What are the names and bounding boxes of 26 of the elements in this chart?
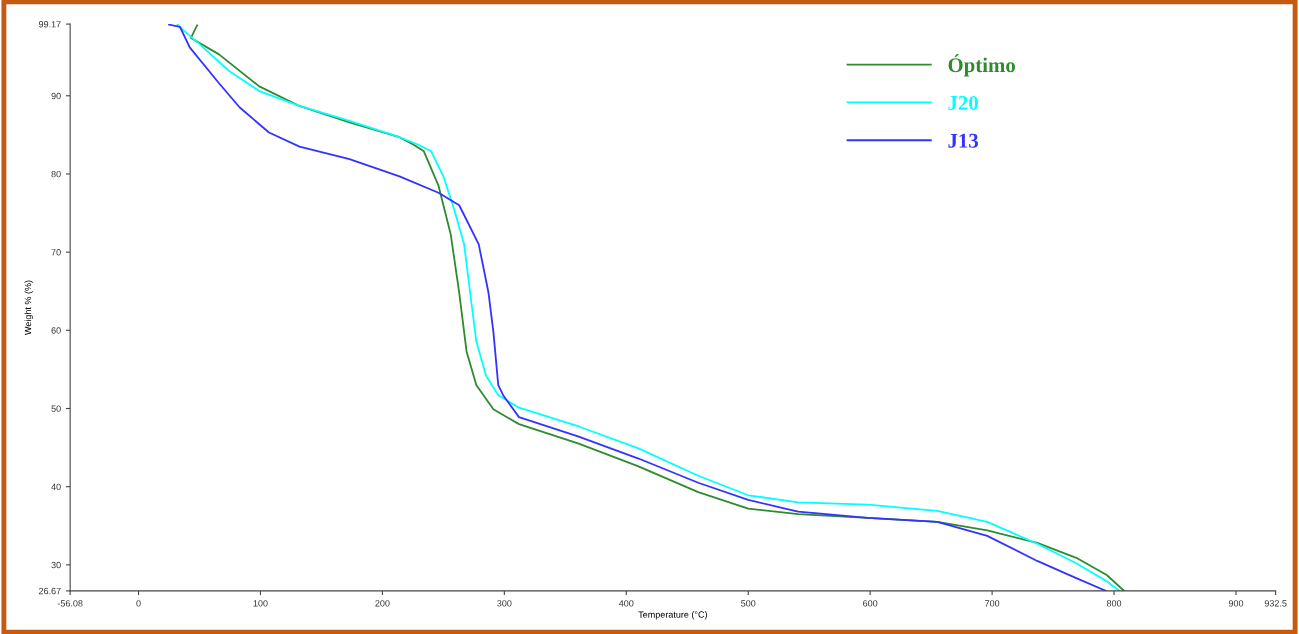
y-tick-label: 80 — [51, 170, 61, 178]
y-tick-label: 99.17 — [38, 21, 61, 28]
x-tick-label: 500 — [741, 600, 756, 607]
y-tick-label: 40 — [51, 483, 61, 491]
x-tick-label: -56.08 — [57, 600, 83, 607]
x-axis-title: Temperature (°C) — [638, 611, 707, 620]
y-axis-title: Weight % (%) — [24, 280, 33, 335]
y-tick-label: 26.67 — [38, 587, 61, 595]
legend-label: J13 — [948, 133, 979, 148]
x-tick-label: 200 — [375, 600, 390, 607]
y-tick-label: 90 — [51, 92, 61, 100]
x-tick-label: 900 — [1228, 600, 1244, 607]
x-tick-label: 800 — [1106, 600, 1122, 607]
x-tick-label: 932.5 — [1264, 600, 1287, 607]
x-tick-label: 300 — [497, 600, 512, 607]
y-tick-label: 50 — [51, 405, 61, 412]
x-tick-label: 400 — [618, 600, 634, 607]
x-tick-label: 0 — [136, 600, 141, 607]
y-tick-label: 60 — [51, 327, 61, 334]
x-tick-label: 600 — [863, 600, 878, 607]
legend-label: Óptimo — [948, 54, 1015, 77]
y-tick-label: 70 — [51, 249, 61, 256]
x-tick-label: 100 — [253, 600, 268, 607]
x-tick-label: 700 — [985, 600, 1000, 607]
legend-label: J20 — [948, 95, 978, 110]
y-tick-label: 30 — [51, 561, 61, 569]
